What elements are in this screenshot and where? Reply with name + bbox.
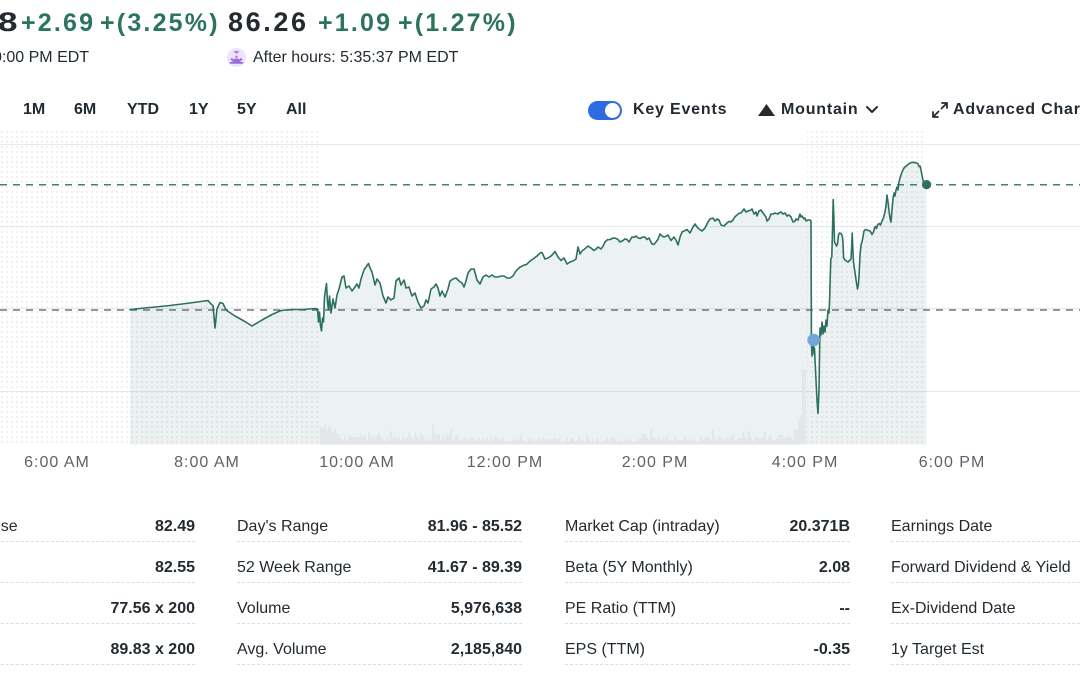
svg-text:2:00 PM: 2:00 PM [622,454,689,471]
svg-text:8:00 AM: 8:00 AM [174,454,240,471]
svg-text:10:00 AM: 10:00 AM [319,454,395,471]
svg-text:4:00 PM: 4:00 PM [772,454,839,471]
svg-text:6:00 AM: 6:00 AM [24,454,90,471]
svg-text:6:00 PM: 6:00 PM [919,454,986,471]
svg-text:12:00 PM: 12:00 PM [467,454,543,471]
